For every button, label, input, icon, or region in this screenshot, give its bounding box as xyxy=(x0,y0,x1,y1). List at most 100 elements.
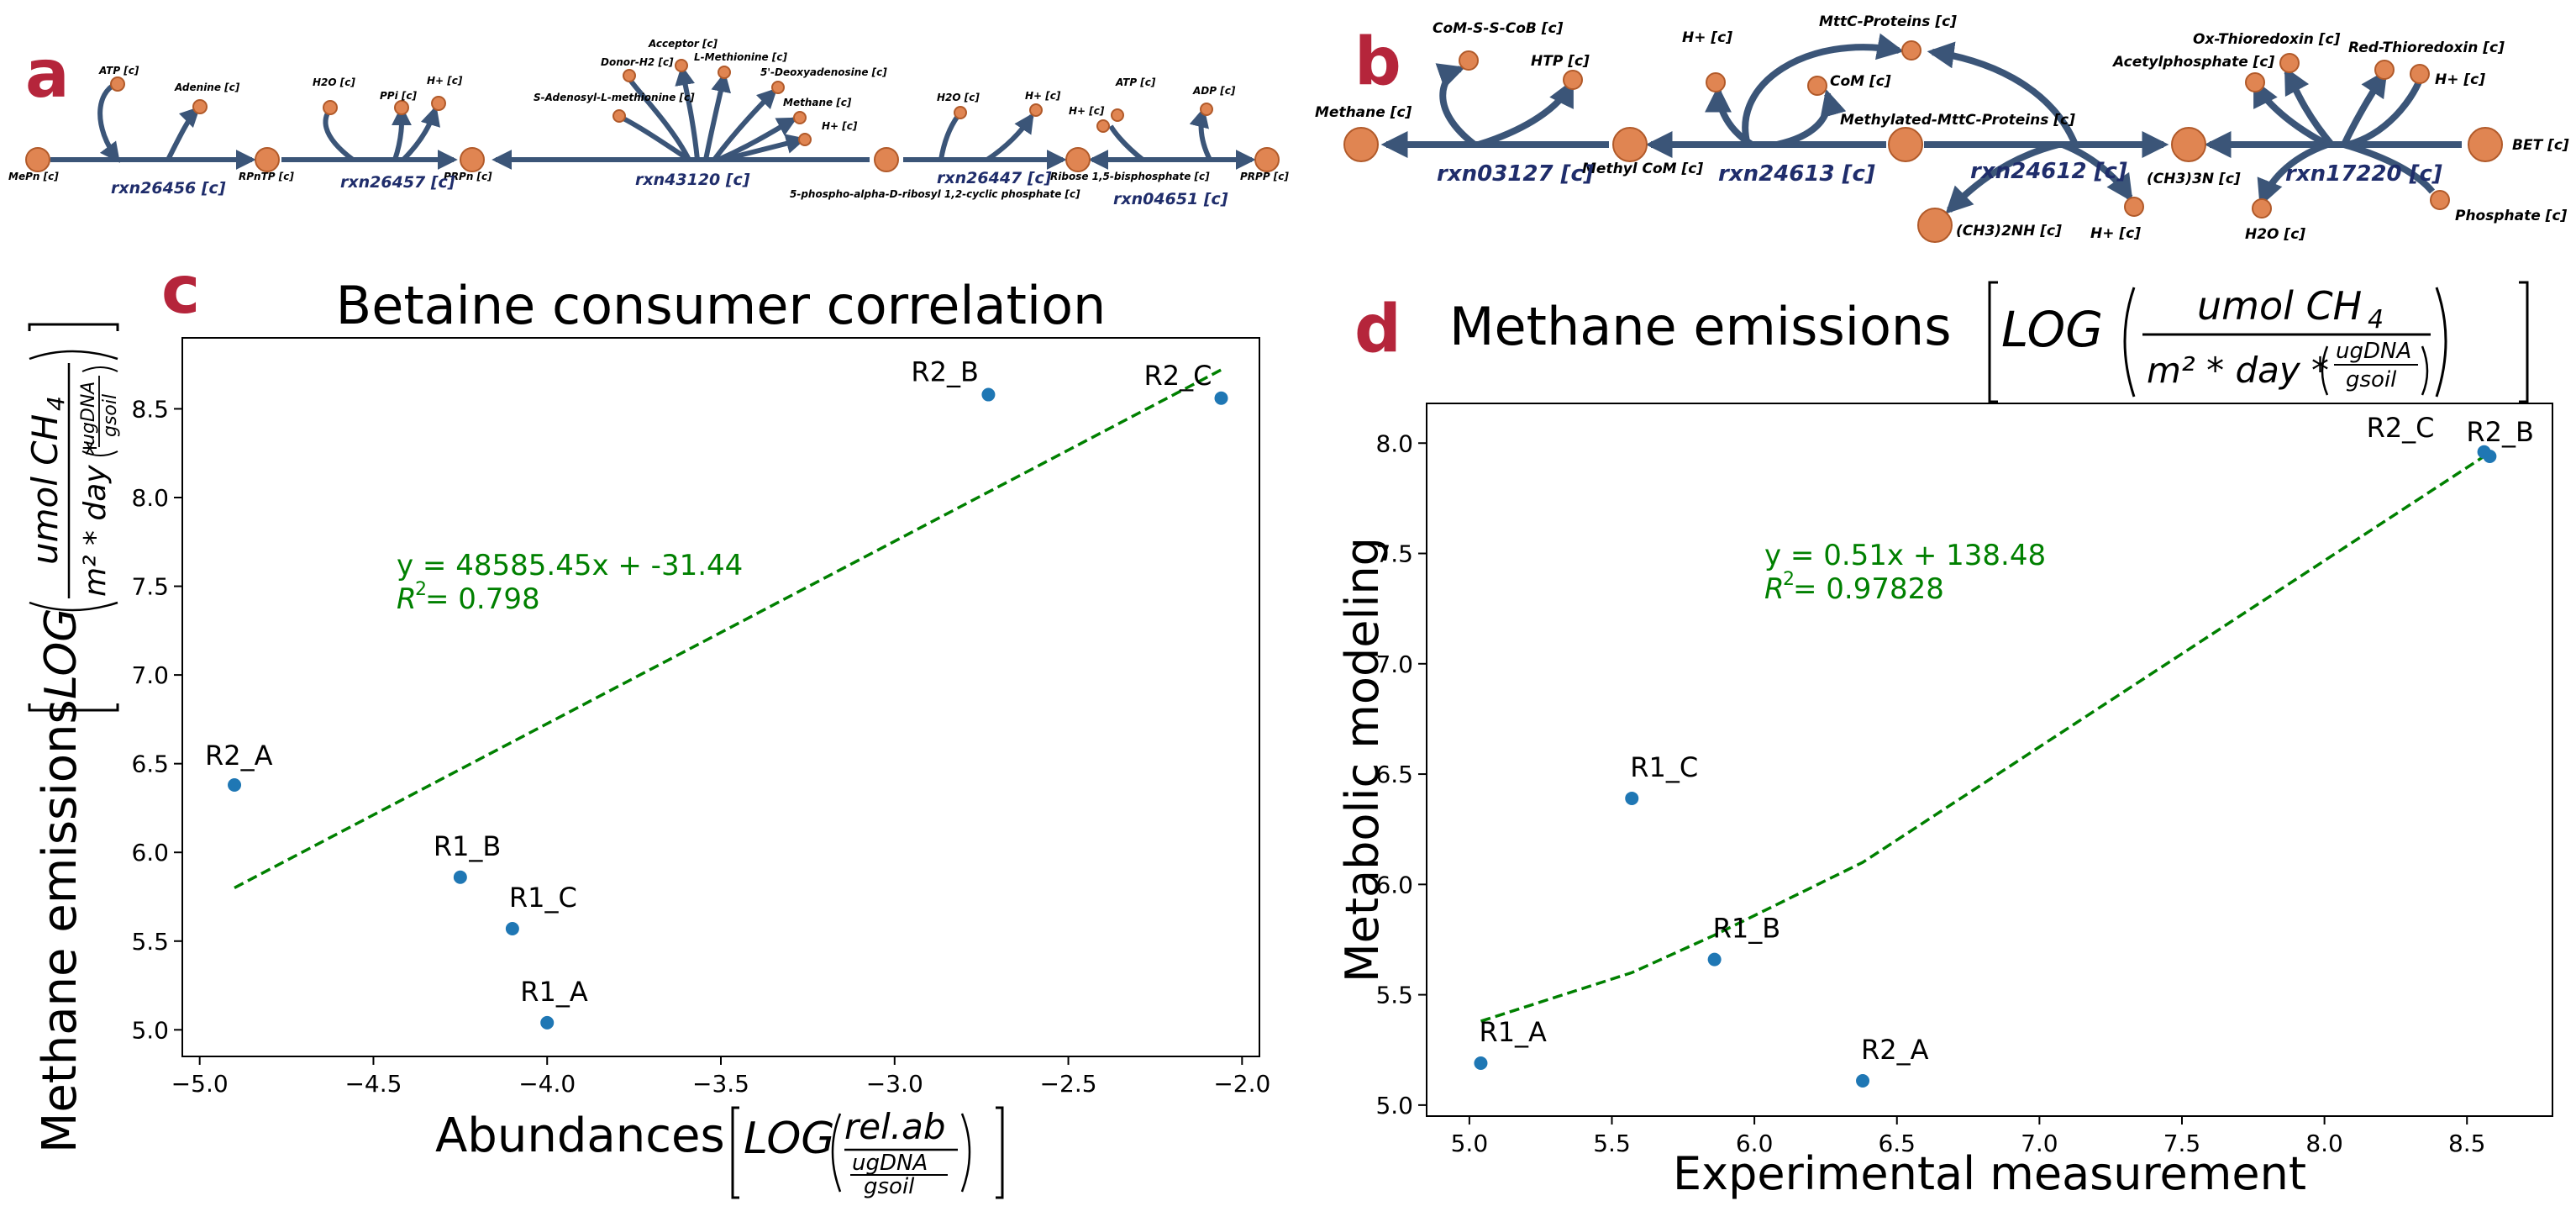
svg-text:LOG: LOG xyxy=(36,608,87,699)
point-label: R2_A xyxy=(1861,1034,1929,1066)
reaction-label: rxn26456 [c] xyxy=(111,179,226,198)
x-tick-label: 7.0 xyxy=(2021,1130,2058,1157)
node-label: H+ [c] xyxy=(427,75,463,87)
node-label: MttC-Proteins [c] xyxy=(1819,13,1957,30)
panel-a: a xyxy=(8,37,1289,208)
svg-text:m² * day *: m² * day * xyxy=(78,440,113,597)
svg-text:gsoil: gsoil xyxy=(864,1174,915,1199)
x-tick-label: −5.0 xyxy=(171,1070,229,1098)
panel-letter-b: b xyxy=(1354,24,1401,100)
node-label: (CH3)3N [c] xyxy=(2147,171,2241,187)
point-label: R2_B xyxy=(911,356,979,388)
node-label: PRPP [c] xyxy=(1240,171,1289,182)
point-label: R1_B xyxy=(434,830,502,862)
node-label: L-Methionine [c] xyxy=(694,51,787,63)
node-label: Phosphate [c] xyxy=(2455,208,2568,224)
x-tick-label: −2.5 xyxy=(1040,1070,1097,1098)
svg-text:LOG: LOG xyxy=(2001,301,2103,358)
reaction-label: rxn43120 [c] xyxy=(635,171,750,189)
regression-equation: y = 0.51x + 138.48 xyxy=(1764,539,2046,572)
x-tick-label: 6.0 xyxy=(1736,1130,1774,1157)
axis-ticks: −5.0 −4.5 −4.0 −3.5 −3.0 −2.5 −2.0 5.0 5.5 6.0 6.5… xyxy=(131,395,1270,1098)
x-axis-label: Abundances LOG rel.ab ugDNA gsoil xyxy=(435,1106,1004,1199)
svg-text:rel.ab: rel.ab xyxy=(844,1106,946,1147)
node-label: CoM [c] xyxy=(1830,73,1891,90)
data-point xyxy=(228,778,242,792)
point-label: R2_B xyxy=(2466,416,2534,448)
data-point xyxy=(505,922,519,935)
node-label: ADP [c] xyxy=(1192,85,1236,97)
x-tick-label: 5.5 xyxy=(1593,1130,1631,1157)
y-axis-label: Methane emissions LOG umol CH 4 m² * day… xyxy=(24,323,121,1153)
y-tick-label: 8.0 xyxy=(131,484,169,512)
x-axis-label: Experimental measurement xyxy=(1673,1147,2306,1200)
data-point xyxy=(1856,1073,1870,1088)
node-label: PRPn [c] xyxy=(444,171,492,182)
data-point xyxy=(1707,952,1722,967)
y-tick-label: 6.5 xyxy=(1375,761,1413,788)
data-point xyxy=(1625,791,1639,805)
node-label: HTP [c] xyxy=(1531,53,1590,70)
node-label: H+ [c] xyxy=(2090,225,2141,242)
node-label: H2O [c] xyxy=(937,92,980,103)
plot-frame xyxy=(1426,403,2553,1117)
y-tick-label: 5.5 xyxy=(1375,982,1413,1009)
svg-text:2: 2 xyxy=(1783,569,1795,590)
svg-text:gsoil: gsoil xyxy=(100,394,121,437)
panel-c: c Betaine consumer correlation −5.0 −4.5−… xyxy=(24,253,1270,1199)
y-tick-label: 6.5 xyxy=(131,751,169,778)
x-tick-label: 5.0 xyxy=(1451,1130,1489,1157)
node-label: 5-phospho-alpha-D-ribosyl 1,2-cyclic pho… xyxy=(790,188,1080,200)
data-point xyxy=(2483,450,2497,464)
panel-d: d Methane emissions LOG umol CH 4 m² * d… xyxy=(1336,281,2553,1200)
regression-equation: y = 48585.45x + -31.44 xyxy=(397,549,743,582)
axis-ticks: 5.0 5.5 6.0 6.5 7.0 7.5 8.0 8.5 5.0 5.5 6.0 6.5 7.0 7… xyxy=(1375,429,2485,1157)
svg-text:4: 4 xyxy=(42,396,70,411)
y-tick-label: 8.0 xyxy=(1375,429,1413,457)
reaction-label: rxn03127 [c] xyxy=(1437,161,1594,187)
node-label: Methyl CoM [c] xyxy=(1582,161,1703,177)
chart-marks: R1_A R1_C R1_B R2_A R2_C R2_B xyxy=(1474,412,2534,1088)
x-tick-label: 7.5 xyxy=(2163,1130,2201,1157)
x-tick-label: −4.0 xyxy=(518,1070,576,1098)
node-label: (CH3)2NH [c] xyxy=(1956,223,2062,240)
x-tick-label: 8.5 xyxy=(2448,1130,2486,1157)
svg-text:umol CH: umol CH xyxy=(24,414,66,565)
svg-text:= 0.798: = 0.798 xyxy=(425,582,540,616)
node-label: Acceptor [c] xyxy=(648,38,718,50)
point-label: R1_B xyxy=(1713,913,1781,945)
node-label: H+ [c] xyxy=(1069,105,1105,117)
node-label: Adenine [c] xyxy=(174,82,240,93)
y-tick-label: 7.0 xyxy=(131,661,169,689)
point-label: R1_C xyxy=(1630,751,1698,783)
node-label: H2O [c] xyxy=(2245,226,2305,243)
svg-text:ugDNA: ugDNA xyxy=(852,1151,928,1176)
svg-text:Methane emissions: Methane emissions xyxy=(33,699,87,1153)
y-tick-label: 8.5 xyxy=(131,395,169,423)
point-label: R1_A xyxy=(1479,1016,1547,1048)
svg-text:= 0.97828: = 0.97828 xyxy=(1793,572,1944,606)
node-label: Donor-H2 [c] xyxy=(601,56,674,68)
x-tick-label: 6.5 xyxy=(1878,1130,1916,1157)
data-point xyxy=(453,870,467,884)
point-label: R1_A xyxy=(520,976,588,1008)
panel-letter-d: d xyxy=(1354,292,1401,367)
r-squared: R 2 = 0.798 xyxy=(397,579,540,616)
svg-text:Methane emissions: Methane emissions xyxy=(1449,296,1952,357)
chart-title: Betaine consumer correlation xyxy=(336,275,1107,336)
node-label: Methane [c] xyxy=(1315,104,1412,121)
reaction-label: rxn26447 [c] xyxy=(937,169,1052,187)
node-label: BET [c] xyxy=(2512,137,2569,154)
trendline xyxy=(1480,450,2491,1023)
data-point xyxy=(540,1015,555,1030)
reaction-label: rxn17220 [c] xyxy=(2285,161,2442,187)
y-tick-label: 7.5 xyxy=(1375,540,1413,568)
node-label: H2O [c] xyxy=(313,76,355,88)
y-tick-label: 6.0 xyxy=(131,839,169,866)
trendline xyxy=(234,368,1222,889)
svg-text:R: R xyxy=(1764,572,1785,606)
svg-text:2: 2 xyxy=(415,579,427,600)
node-label: Methylated-MttC-Proteins [c] xyxy=(1840,112,2075,129)
node-label: CoM-S-S-CoB [c] xyxy=(1433,20,1564,37)
